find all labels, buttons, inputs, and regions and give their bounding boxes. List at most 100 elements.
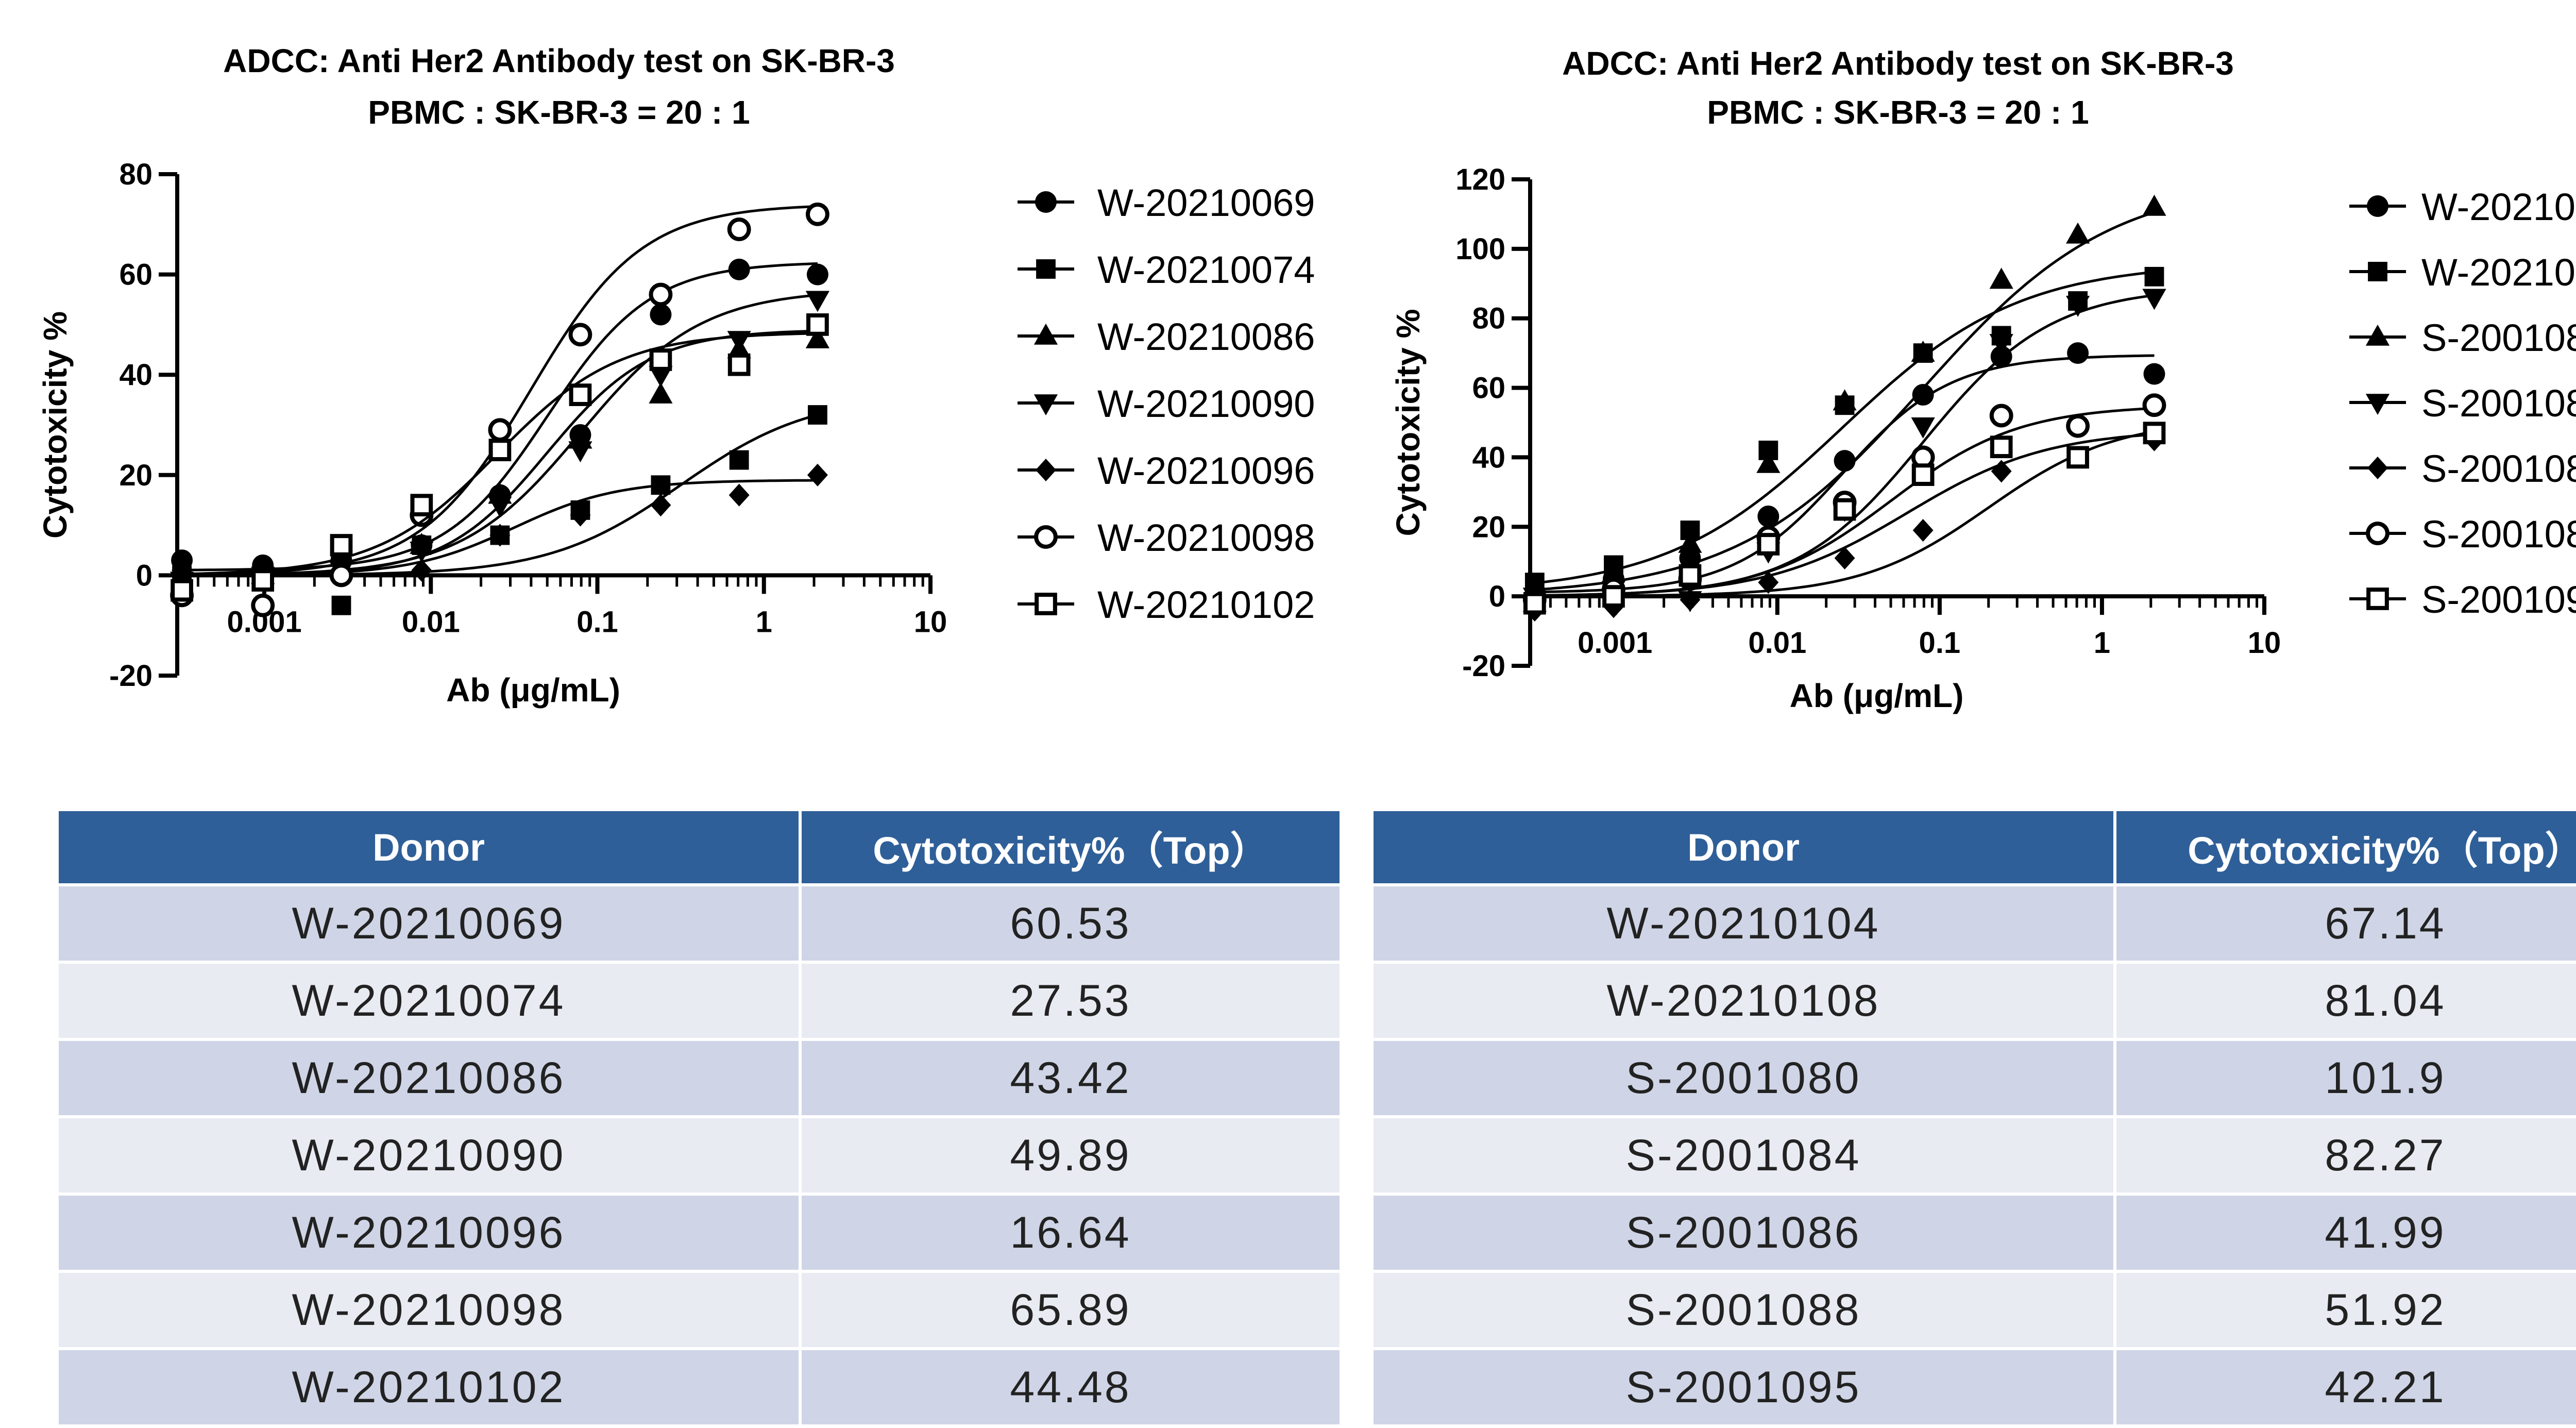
data-point	[2142, 289, 2166, 310]
data-point	[2142, 393, 2166, 417]
data-point	[488, 418, 512, 442]
legend-item: S-2001080	[2349, 316, 2576, 359]
data-point	[1678, 531, 1702, 553]
y-tick-label: 40	[1472, 441, 1505, 474]
data-point	[649, 282, 673, 307]
legend-item: W-20210086	[1018, 315, 1315, 358]
y-tick-label: 60	[1472, 372, 1505, 405]
data-point	[172, 559, 193, 582]
data-point	[569, 383, 592, 406]
table-row: S-2001086 41.99	[1370, 1192, 2576, 1273]
table-row: S-2001095 42.21	[1370, 1347, 2576, 1427]
top-value-cell: 81.04	[2113, 961, 2576, 1041]
data-point	[1911, 463, 1935, 486]
top-value-cell: 67.14	[2113, 883, 2576, 964]
data-point	[251, 593, 275, 617]
legend-item: S-2001086	[2349, 447, 2576, 490]
fit-curve	[1534, 271, 2155, 584]
fit-curve	[1534, 430, 2155, 598]
data-point	[2143, 363, 2165, 385]
donor-cell: W-20210086	[56, 1038, 802, 1118]
donor-cell: W-20210098	[56, 1270, 802, 1350]
data-point	[488, 496, 512, 518]
donor-cell: W-20210069	[56, 883, 802, 964]
table-row: W-20210108 81.04	[1370, 961, 2576, 1041]
data-point	[649, 348, 672, 371]
top-value-cell: 60.53	[799, 883, 1343, 964]
table-header-row: Donor Cytotoxicity%（Top）	[56, 808, 1343, 886]
donor-cell: S-2001095	[1370, 1347, 2116, 1427]
data-point	[1990, 435, 2013, 459]
x-tick-label: 1	[756, 605, 772, 639]
data-point	[728, 483, 750, 507]
legend-item: W-20210074	[1018, 248, 1315, 291]
x-tick-label: 0.01	[1748, 626, 1806, 660]
y-tick-label: 20	[1472, 510, 1505, 544]
data-point	[727, 331, 751, 352]
top-value-cell: 16.64	[799, 1192, 1343, 1273]
data-point	[805, 291, 830, 312]
header-cytotoxicity-top: Cytotoxicity%（Top）	[2113, 808, 2576, 886]
top-value-cell: 51.92	[2113, 1270, 2576, 1350]
table-row: S-2001080 101.9	[1370, 1038, 2576, 1118]
y-axis-title: Cytotoxicity %	[1389, 309, 1427, 536]
data-point	[1911, 340, 1935, 362]
legend-label: W-20210098	[1097, 516, 1315, 559]
data-point	[570, 503, 591, 527]
data-point	[2144, 266, 2164, 287]
chart-1: ADCC: Anti Her2 Antibody test on SK-BR-3…	[37, 42, 1315, 709]
legend-marker	[2365, 394, 2390, 415]
legend-marker	[2366, 587, 2389, 610]
y-tick-label: 0	[136, 559, 152, 592]
data-point	[728, 258, 750, 280]
legend-item: W-20210069	[1018, 181, 1315, 224]
data-point	[1989, 404, 2013, 428]
data-point	[489, 524, 511, 547]
y-axis-title: Cytotoxicity %	[37, 311, 74, 539]
data-point	[727, 217, 751, 241]
data-point	[488, 439, 512, 461]
donor-cell: S-2001084	[1370, 1115, 2116, 1196]
table-row: W-20210090 49.89	[56, 1115, 1343, 1196]
data-point	[806, 313, 829, 336]
data-point	[568, 441, 592, 463]
legend-marker	[1035, 191, 1057, 213]
table-row: W-20210086 43.42	[56, 1038, 1343, 1118]
series-W-20210102	[171, 313, 829, 602]
fit-curve	[1534, 211, 2155, 591]
x-tick-label: 10	[2248, 626, 2281, 660]
legend-label: W-20210102	[1097, 583, 1315, 626]
legend-marker	[1034, 525, 1058, 549]
legend-marker	[2367, 195, 2388, 217]
top-value-cell: 49.89	[799, 1115, 1343, 1196]
legend-label: W-20210086	[1097, 315, 1315, 358]
x-tick-label: 1	[2094, 626, 2110, 660]
legend-item: S-2001084	[2349, 382, 2576, 425]
legend-label: W-20210090	[1097, 382, 1315, 425]
data-point	[1912, 518, 1934, 542]
data-point	[1833, 389, 1857, 411]
data-point	[1833, 498, 1856, 521]
x-tick-label: 0.1	[577, 605, 618, 639]
data-point	[649, 366, 673, 388]
table-row: W-20210096 16.64	[56, 1192, 1343, 1273]
data-point	[727, 353, 751, 376]
table-row: W-20210074 27.53	[56, 961, 1343, 1041]
top-value-cell: 82.27	[2113, 1115, 2576, 1196]
top-value-cell: 42.21	[2113, 1347, 2576, 1427]
legend-label: S-2001086	[2421, 447, 2576, 490]
data-point	[1989, 334, 2013, 356]
legend-label: W-20210096	[1097, 449, 1315, 492]
data-point	[1989, 267, 2013, 289]
y-tick-label: 80	[1472, 302, 1505, 335]
legend-item: W-20210098	[1018, 516, 1315, 559]
data-point	[807, 463, 828, 486]
top-value-cell: 44.48	[799, 1347, 1343, 1427]
legend-item: W-20210108	[2349, 251, 2576, 294]
charts-canvas: ADCC: Anti Her2 Antibody test on SK-BR-3…	[37, 42, 2576, 714]
y-tick-label: 60	[119, 258, 152, 292]
data-point	[411, 559, 432, 582]
data-point	[1680, 588, 1701, 611]
legend-marker	[1036, 458, 1056, 482]
